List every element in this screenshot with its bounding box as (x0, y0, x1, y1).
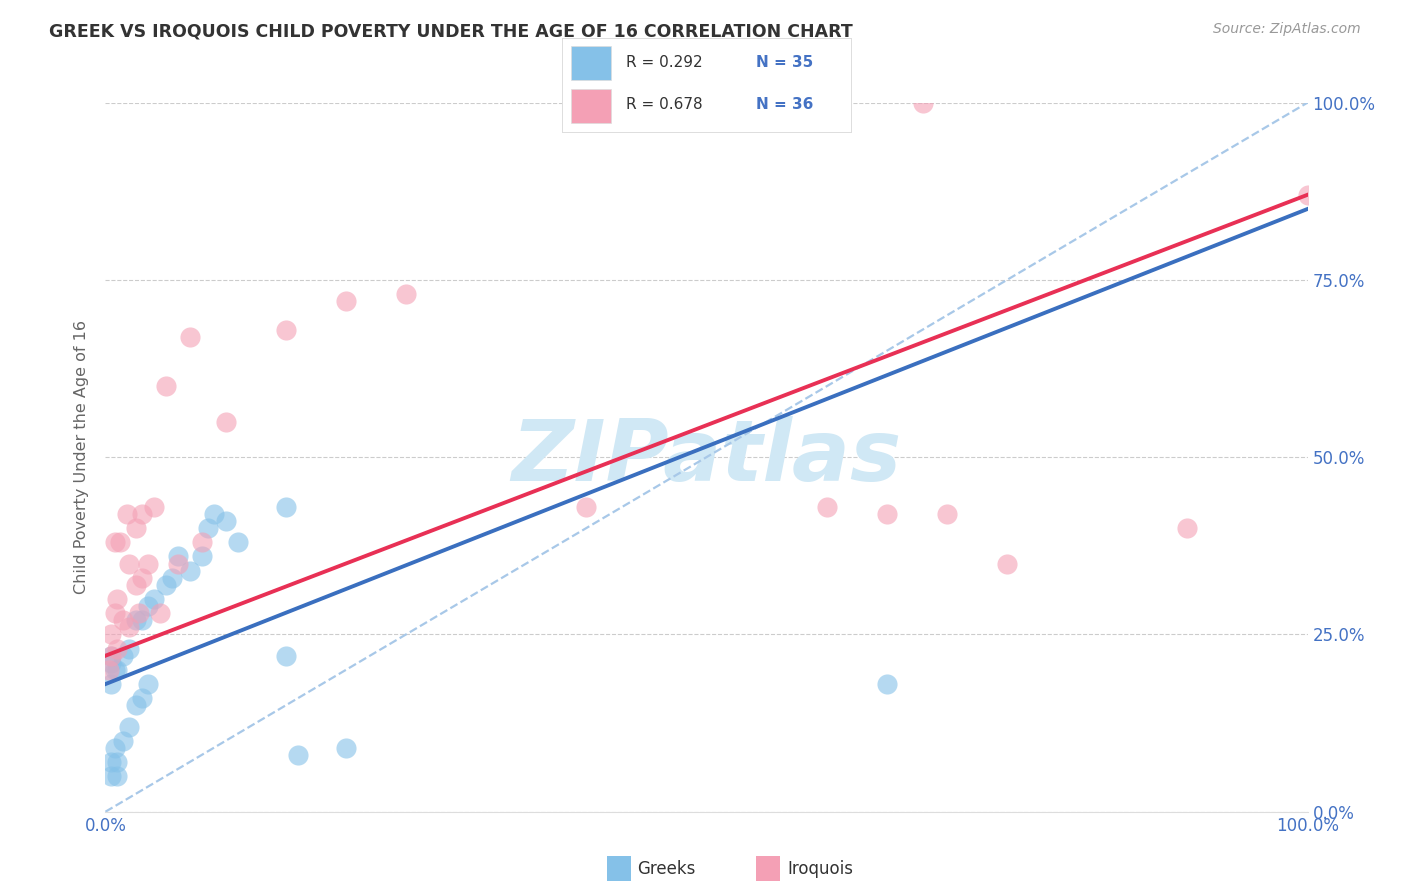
Point (179, 564, 201, 578)
Point (166, 549, 188, 564)
Y-axis label: Child Poverty Under the Age of 16: Child Poverty Under the Age of 16 (75, 320, 90, 594)
Point (190, 549, 212, 564)
Point (104, 606, 127, 620)
Text: Source: ZipAtlas.com: Source: ZipAtlas.com (1213, 22, 1361, 37)
Text: N = 36: N = 36 (755, 97, 813, 112)
Point (124, 613, 146, 627)
Point (274, 322, 297, 336)
Point (575, 500, 598, 514)
Point (274, 648, 297, 663)
Text: R = 0.292: R = 0.292 (626, 55, 703, 70)
Point (100, 656, 122, 670)
Point (214, 514, 236, 528)
Point (124, 698, 146, 713)
Point (131, 507, 153, 521)
Point (190, 535, 212, 549)
Point (124, 578, 146, 592)
Point (1296, 187, 1319, 202)
Point (118, 641, 141, 656)
Point (335, 294, 357, 309)
Point (104, 740, 127, 755)
Point (155, 379, 177, 393)
Point (118, 720, 141, 734)
Point (136, 677, 159, 691)
Point (100, 648, 122, 663)
Point (179, 329, 201, 343)
Point (166, 557, 188, 571)
Point (202, 507, 225, 521)
FancyBboxPatch shape (571, 45, 612, 79)
Point (107, 641, 129, 656)
Point (118, 620, 141, 634)
Point (131, 613, 153, 627)
Point (815, 500, 838, 514)
Point (100, 769, 122, 783)
Point (136, 599, 159, 613)
Point (108, 535, 131, 549)
Point (115, 507, 138, 521)
Point (107, 663, 129, 677)
Point (876, 507, 898, 521)
Point (100, 648, 122, 663)
Point (148, 606, 170, 620)
Point (197, 521, 219, 535)
Point (136, 557, 159, 571)
Point (100, 677, 122, 691)
Point (128, 606, 150, 620)
Point (274, 500, 297, 514)
Point (107, 769, 129, 783)
Point (112, 613, 135, 627)
Point (100, 755, 122, 769)
Text: ZIPatlas: ZIPatlas (512, 416, 901, 499)
Text: Iroquois: Iroquois (787, 860, 853, 878)
FancyBboxPatch shape (571, 89, 612, 122)
Point (107, 755, 129, 769)
Text: R = 0.678: R = 0.678 (626, 97, 703, 112)
Point (876, 677, 898, 691)
Point (98, 663, 121, 677)
Point (100, 627, 122, 641)
Point (335, 740, 357, 755)
Point (395, 287, 418, 301)
Text: Greeks: Greeks (637, 860, 696, 878)
Point (107, 592, 129, 607)
Point (936, 507, 959, 521)
Point (287, 747, 309, 762)
Text: GREEK VS IROQUOIS CHILD POVERTY UNDER THE AGE OF 16 CORRELATION CHART: GREEK VS IROQUOIS CHILD POVERTY UNDER TH… (49, 22, 853, 40)
Point (995, 557, 1018, 571)
Point (118, 557, 141, 571)
Point (131, 571, 153, 585)
Point (142, 500, 165, 514)
Point (142, 592, 165, 607)
Text: N = 35: N = 35 (755, 55, 813, 70)
Point (160, 571, 183, 585)
Point (112, 733, 135, 747)
Point (112, 648, 135, 663)
Point (104, 663, 127, 677)
Point (226, 535, 249, 549)
Point (124, 521, 146, 535)
Point (214, 415, 236, 429)
Point (104, 535, 127, 549)
Point (155, 578, 177, 592)
Point (911, 95, 934, 110)
Point (131, 691, 153, 706)
Point (1175, 521, 1198, 535)
